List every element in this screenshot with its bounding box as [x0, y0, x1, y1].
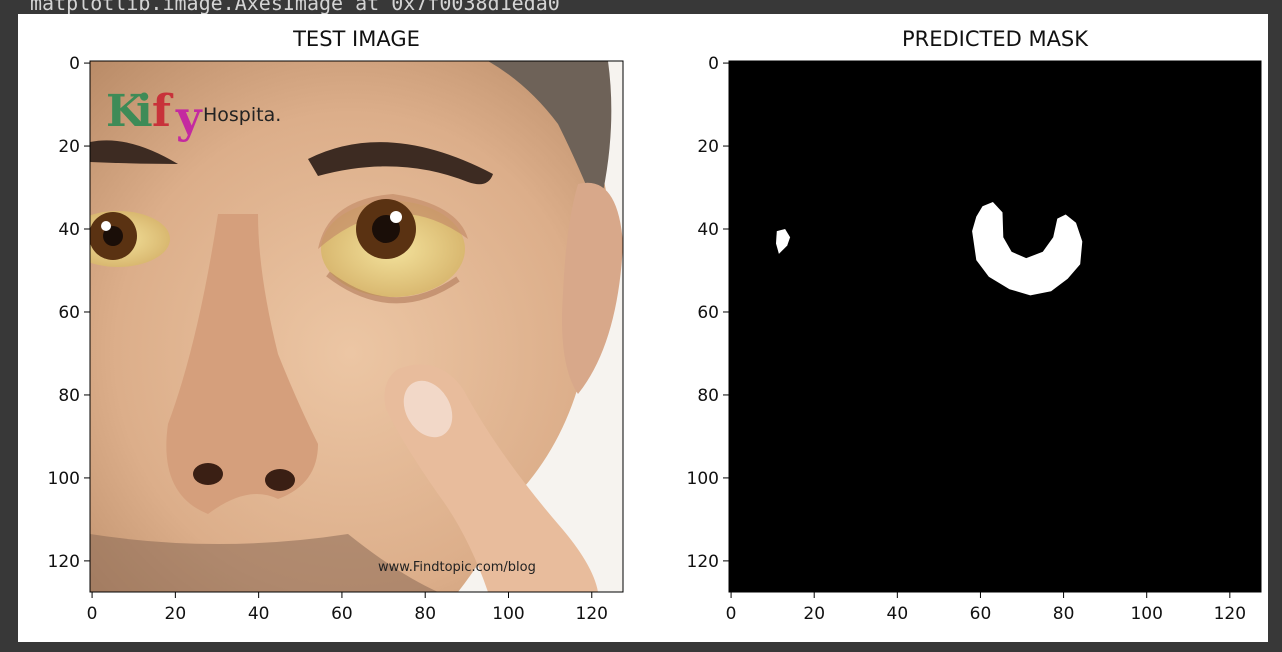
test-image-ytick-label: 20	[58, 137, 80, 157]
test-image-xtick-label: 20	[165, 604, 187, 624]
test-image-photo: K i f y Hospita. www.Findtopic.com/blog	[90, 61, 623, 592]
mask-regions	[776, 202, 1083, 296]
predicted-mask-ytick-label: 20	[697, 137, 719, 157]
logo-letter-k: K	[106, 86, 146, 137]
predicted-mask-xtick-label: 80	[1053, 604, 1075, 624]
logo-letter-i: i	[136, 86, 153, 137]
test-image-xtick-label: 60	[331, 604, 353, 624]
predicted-mask-title: PREDICTED MASK	[902, 27, 1089, 51]
predicted-mask-xtick-label: 0	[726, 604, 737, 624]
logo-letter-f: f	[152, 86, 174, 137]
test-image-ytick-label: 0	[69, 54, 80, 74]
predicted-mask-xtick-label: 60	[970, 604, 992, 624]
predicted-mask-frame	[728, 60, 1262, 593]
figure-svg: TEST IMAGE	[48, 27, 1262, 624]
predicted-mask-xtick-label: 100	[1130, 604, 1162, 624]
fingernail	[403, 380, 453, 438]
predicted-mask-ytick-label: 40	[697, 220, 719, 240]
cell-output-repr: matplotlib.image.AxesImage at 0x7f0038d1…	[30, 0, 560, 15]
test-image-ytick-label: 40	[58, 220, 80, 240]
test-image-xtick-label: 80	[414, 604, 436, 624]
ear	[562, 182, 623, 394]
logo-caption: Hospita.	[203, 104, 281, 126]
right-nostril	[265, 469, 295, 491]
test-image-ytick-label: 100	[48, 469, 80, 489]
test-image-xtick-label: 100	[492, 604, 524, 624]
test-image-xtick-label: 0	[87, 604, 98, 624]
predicted-mask-ytick-label: 80	[697, 386, 719, 406]
test-image-ytick-label: 120	[48, 552, 80, 572]
test-image-frame	[89, 60, 624, 593]
stubble	[90, 534, 438, 592]
left-eyebrow	[90, 140, 178, 164]
test-image-xtick-label: 40	[248, 604, 270, 624]
mask-region-small-blob	[776, 229, 791, 254]
predicted-mask-xtick-label: 20	[803, 604, 825, 624]
right-eyebrow	[308, 142, 493, 185]
predicted-mask-xtick-label: 40	[887, 604, 909, 624]
watermark-text: www.Findtopic.com/blog	[378, 560, 536, 575]
logo-letter-y: y	[175, 92, 203, 143]
test-image-ytick-label: 80	[58, 386, 80, 406]
mask-region-crescent	[972, 202, 1083, 296]
predicted-mask-ytick-label: 60	[697, 303, 719, 323]
matplotlib-figure: TEST IMAGE	[18, 14, 1268, 642]
predicted-mask-panel: PREDICTED MASK 0 20 40 60 80 100 120 0 20 40 60 80 1…	[687, 27, 1262, 624]
mask-background	[729, 61, 1261, 592]
test-image-panel: TEST IMAGE	[48, 27, 624, 624]
left-nostril	[193, 463, 223, 485]
test-image-title: TEST IMAGE	[292, 27, 420, 51]
hair	[488, 61, 612, 214]
predicted-mask-ytick-label: 100	[687, 469, 719, 489]
predicted-mask-ytick-label: 120	[687, 552, 719, 572]
predicted-mask-ytick-label: 0	[708, 54, 719, 74]
predicted-mask-xtick-label: 120	[1214, 604, 1246, 624]
test-image-ytick-label: 60	[58, 303, 80, 323]
nose	[166, 214, 318, 514]
test-image-xtick-label: 120	[576, 604, 608, 624]
test-image-axis-ticks: 0 20 40 60 80 100 120 0 20 40 60 80 100 120	[48, 54, 608, 624]
predicted-mask-axis-ticks: 0 20 40 60 80 100 120 0 20 40 60 80 100 120	[687, 54, 1247, 624]
predicted-mask-image	[729, 61, 1261, 592]
